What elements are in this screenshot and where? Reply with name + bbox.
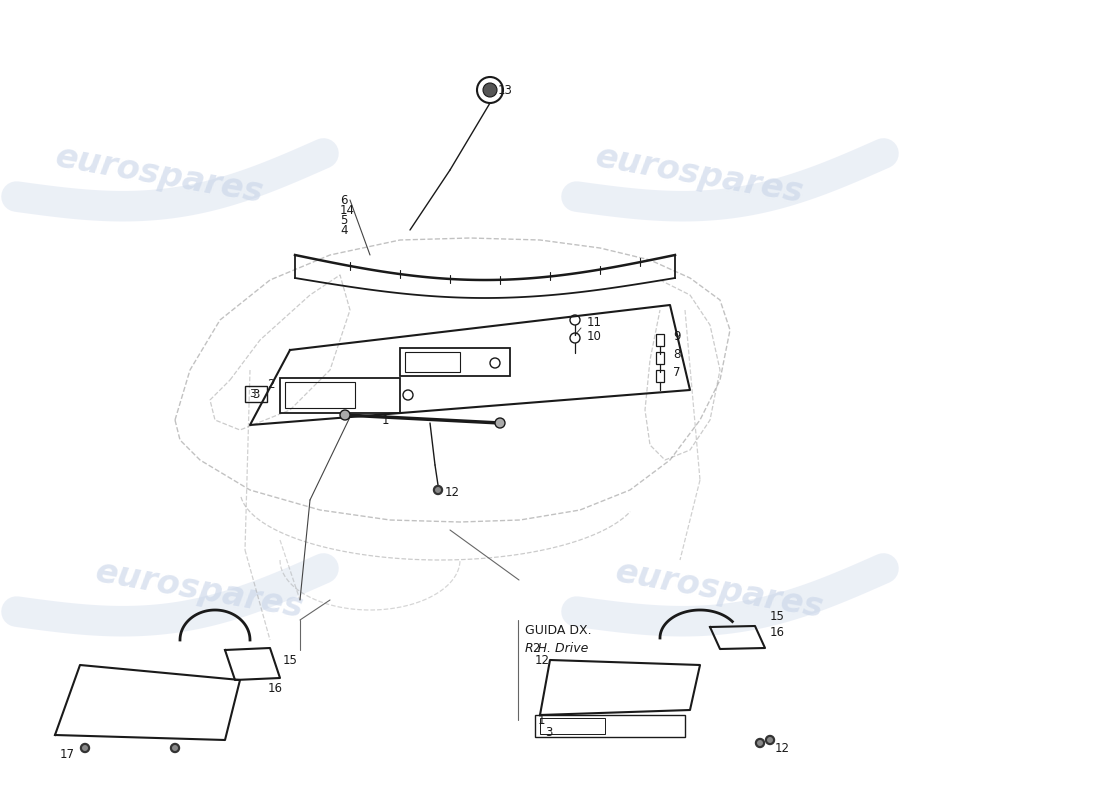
Text: eurospares: eurospares — [53, 141, 267, 210]
Text: 1: 1 — [538, 714, 546, 726]
Text: eurospares: eurospares — [94, 555, 307, 625]
Circle shape — [433, 486, 442, 494]
Circle shape — [173, 746, 177, 750]
Circle shape — [495, 418, 505, 428]
Text: 4: 4 — [340, 223, 348, 237]
Circle shape — [483, 83, 497, 97]
Text: 16: 16 — [770, 626, 785, 638]
Text: 14: 14 — [340, 203, 355, 217]
Text: 8: 8 — [673, 349, 681, 362]
Text: GUIDA DX.: GUIDA DX. — [525, 623, 592, 637]
Bar — [535, 715, 685, 737]
Text: 12: 12 — [446, 486, 460, 498]
Circle shape — [82, 746, 87, 750]
Circle shape — [768, 738, 772, 742]
Bar — [285, 382, 355, 408]
Text: 1: 1 — [382, 414, 389, 426]
Text: 13: 13 — [498, 83, 513, 97]
Circle shape — [170, 743, 179, 753]
Circle shape — [340, 410, 350, 420]
Text: 3: 3 — [249, 389, 255, 399]
Bar — [405, 352, 460, 372]
Text: 12: 12 — [535, 654, 550, 666]
Text: 3: 3 — [544, 726, 552, 739]
Bar — [400, 348, 510, 376]
Circle shape — [758, 741, 762, 746]
Text: 10: 10 — [587, 330, 602, 343]
Circle shape — [80, 743, 89, 753]
Text: 2: 2 — [532, 642, 540, 654]
Text: 9: 9 — [673, 330, 681, 343]
Bar — [540, 718, 605, 734]
Bar — [656, 334, 664, 346]
Bar — [245, 386, 267, 402]
Text: 12: 12 — [776, 742, 790, 754]
Text: 7: 7 — [673, 366, 681, 379]
Circle shape — [756, 738, 764, 747]
Text: R.H. Drive: R.H. Drive — [525, 642, 588, 654]
Text: 11: 11 — [587, 315, 602, 329]
Circle shape — [766, 735, 774, 745]
Text: 5: 5 — [340, 214, 348, 226]
Bar — [656, 352, 664, 364]
Circle shape — [436, 488, 440, 492]
Text: 3: 3 — [252, 389, 260, 402]
Text: 15: 15 — [770, 610, 785, 623]
Text: 2: 2 — [267, 378, 275, 391]
Text: 17: 17 — [60, 749, 75, 762]
Text: eurospares: eurospares — [613, 555, 827, 625]
Text: 15: 15 — [283, 654, 298, 666]
Text: 16: 16 — [268, 682, 283, 694]
Bar — [656, 370, 664, 382]
Text: 6: 6 — [340, 194, 348, 206]
Text: eurospares: eurospares — [593, 141, 806, 210]
Bar — [280, 378, 400, 413]
